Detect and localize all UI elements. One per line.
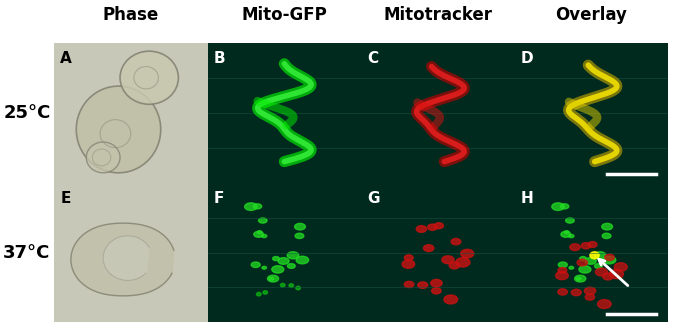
Text: D: D: [521, 51, 533, 66]
Ellipse shape: [256, 292, 261, 296]
Ellipse shape: [295, 233, 304, 239]
Ellipse shape: [570, 244, 580, 250]
Ellipse shape: [603, 256, 616, 264]
Ellipse shape: [595, 268, 608, 276]
Ellipse shape: [273, 257, 279, 261]
Text: C: C: [367, 51, 379, 66]
Ellipse shape: [603, 273, 614, 280]
Text: Overlay: Overlay: [556, 6, 627, 24]
Ellipse shape: [558, 262, 567, 267]
Ellipse shape: [449, 262, 460, 269]
Ellipse shape: [571, 289, 581, 296]
Ellipse shape: [585, 294, 595, 300]
Ellipse shape: [588, 241, 597, 247]
Polygon shape: [71, 223, 173, 296]
Ellipse shape: [287, 252, 299, 259]
Ellipse shape: [296, 256, 308, 264]
Ellipse shape: [423, 245, 434, 251]
Ellipse shape: [605, 254, 614, 261]
Ellipse shape: [585, 258, 596, 264]
Ellipse shape: [558, 289, 568, 295]
Ellipse shape: [595, 264, 602, 268]
Ellipse shape: [427, 224, 437, 230]
Ellipse shape: [568, 235, 574, 238]
Ellipse shape: [590, 252, 599, 259]
Ellipse shape: [261, 235, 267, 238]
Text: B: B: [214, 51, 225, 66]
Text: H: H: [521, 191, 533, 206]
Ellipse shape: [257, 231, 262, 234]
Ellipse shape: [431, 279, 442, 287]
Ellipse shape: [253, 204, 262, 209]
Ellipse shape: [431, 288, 441, 294]
Ellipse shape: [269, 277, 274, 280]
Ellipse shape: [416, 226, 427, 232]
Ellipse shape: [564, 231, 569, 234]
Ellipse shape: [451, 239, 461, 245]
Ellipse shape: [566, 218, 574, 223]
Ellipse shape: [280, 283, 285, 287]
Ellipse shape: [262, 266, 267, 269]
Ellipse shape: [560, 204, 569, 209]
Ellipse shape: [418, 282, 428, 289]
Ellipse shape: [579, 266, 591, 273]
Ellipse shape: [86, 142, 120, 173]
Ellipse shape: [278, 258, 289, 264]
Ellipse shape: [594, 252, 606, 259]
Ellipse shape: [585, 287, 596, 294]
Ellipse shape: [558, 267, 567, 273]
Ellipse shape: [551, 203, 564, 211]
Ellipse shape: [267, 275, 279, 282]
Ellipse shape: [296, 286, 300, 290]
Ellipse shape: [251, 262, 260, 267]
Text: Mito-GFP: Mito-GFP: [242, 6, 327, 24]
Ellipse shape: [76, 86, 161, 173]
Text: F: F: [214, 191, 224, 206]
Ellipse shape: [263, 291, 267, 294]
Text: E: E: [60, 191, 70, 206]
Text: Mitotracker: Mitotracker: [383, 6, 492, 24]
Text: Phase: Phase: [103, 6, 159, 24]
Ellipse shape: [442, 256, 454, 264]
Polygon shape: [103, 236, 149, 280]
Ellipse shape: [460, 249, 474, 258]
Ellipse shape: [120, 51, 178, 104]
Text: A: A: [60, 51, 72, 66]
Ellipse shape: [272, 266, 284, 273]
Ellipse shape: [434, 223, 443, 229]
Text: 37°C: 37°C: [3, 243, 51, 262]
Ellipse shape: [577, 259, 587, 266]
Ellipse shape: [601, 223, 612, 230]
Ellipse shape: [254, 231, 263, 237]
Ellipse shape: [294, 223, 305, 230]
Ellipse shape: [289, 284, 294, 287]
Ellipse shape: [581, 242, 591, 249]
Ellipse shape: [259, 218, 267, 223]
Ellipse shape: [610, 269, 624, 279]
Ellipse shape: [456, 258, 470, 267]
Ellipse shape: [602, 233, 611, 239]
Ellipse shape: [404, 281, 414, 288]
Ellipse shape: [576, 277, 581, 280]
Text: G: G: [367, 191, 380, 206]
Ellipse shape: [402, 260, 414, 268]
Ellipse shape: [444, 295, 458, 304]
Ellipse shape: [561, 231, 570, 237]
Text: 25°C: 25°C: [3, 104, 51, 122]
Ellipse shape: [569, 266, 574, 269]
Ellipse shape: [614, 263, 627, 271]
Ellipse shape: [574, 275, 586, 282]
Ellipse shape: [597, 300, 611, 309]
Ellipse shape: [580, 257, 587, 261]
Ellipse shape: [244, 203, 257, 211]
Ellipse shape: [288, 264, 295, 268]
Ellipse shape: [556, 271, 568, 280]
Ellipse shape: [404, 255, 413, 261]
